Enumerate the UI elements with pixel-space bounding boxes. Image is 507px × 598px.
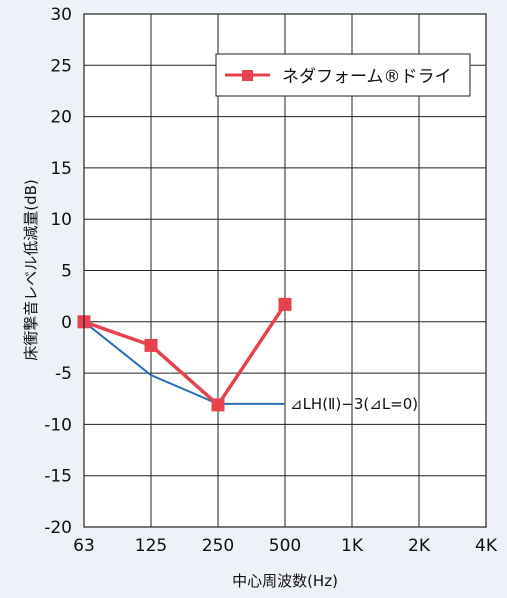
x-tick-label: 125: [135, 536, 167, 556]
data-point-marker: [144, 338, 158, 352]
y-tick-label: 0: [61, 313, 72, 333]
data-point-marker: [211, 398, 225, 412]
series-line-reference: [83, 321, 285, 405]
series-line-nedaform: [83, 303, 287, 408]
y-tick-label: 30: [50, 5, 72, 25]
x-tick-label: 500: [269, 536, 301, 556]
y-axis-title: 床衝撃音レベル低減量(dB): [22, 179, 40, 361]
y-tick-label: 20: [50, 108, 72, 128]
data-point-marker: [278, 297, 292, 311]
y-tick-label: -5: [55, 364, 72, 384]
x-tick-label: 2K: [408, 536, 431, 556]
y-tick-label: 25: [50, 56, 72, 76]
x-tick-label: 250: [202, 536, 234, 556]
x-tick-label: 63: [73, 536, 95, 556]
x-tick-label: 1K: [341, 536, 364, 556]
y-tick-label: -20: [44, 518, 72, 538]
x-tick-label: 4K: [475, 536, 498, 556]
x-axis: 63 125 250 500 1K 2K 4K: [73, 536, 498, 556]
x-axis-title: 中心周波数(Hz): [232, 572, 338, 590]
y-tick-label: 15: [50, 159, 72, 179]
y-tick-label: -10: [44, 415, 72, 435]
y-tick-label: 5: [61, 262, 72, 282]
grid-lines: [84, 14, 486, 527]
series-label-reference: ⊿LH(Ⅱ)−3(⊿L=0): [290, 395, 418, 413]
legend: ネダフォーム®ドライ: [215, 53, 471, 97]
series-layer: [77, 297, 292, 412]
plot-frame: [83, 13, 487, 528]
y-tick-label: 10: [50, 210, 72, 230]
y-tick-label: -15: [44, 467, 72, 487]
y-axis: 30 25 20 15 10 5 0 -5 -10 -15 -20: [44, 5, 72, 538]
legend-label: ネダフォーム®ドライ: [282, 67, 452, 87]
legend-marker: [242, 70, 253, 81]
